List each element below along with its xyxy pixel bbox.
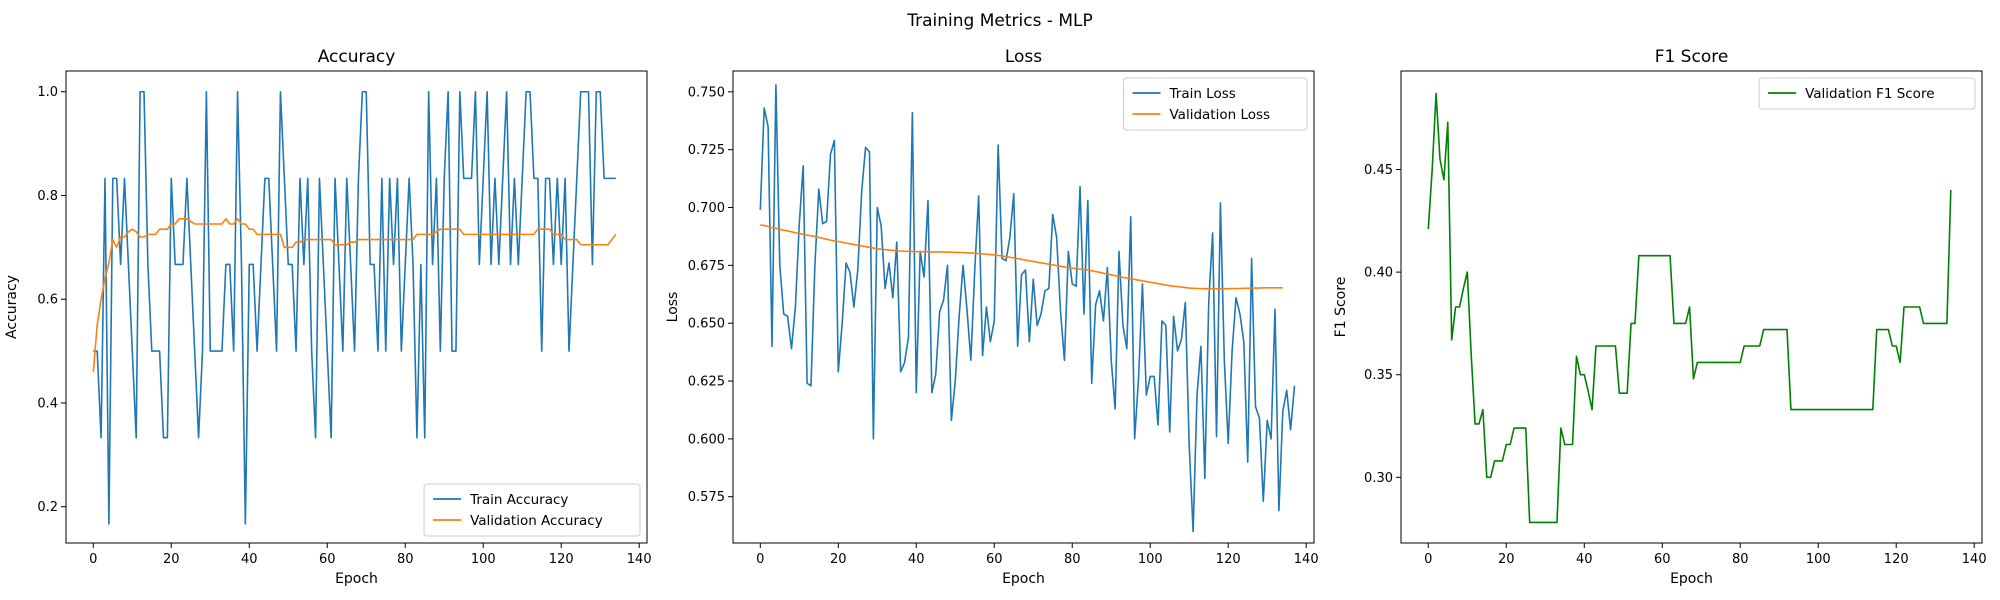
series-line-validation-f1-score <box>1427 92 1952 524</box>
x-axis-label: Epoch <box>1002 571 1045 587</box>
plot-title: F1 Score <box>1655 47 1729 67</box>
legend-box <box>1758 77 1976 110</box>
x-tick-label: 80 <box>1064 552 1081 567</box>
x-tick-label: 20 <box>830 552 847 567</box>
y-tick-label: 0.625 <box>688 375 725 390</box>
y-tick-label: 0.575 <box>688 490 725 505</box>
y-tick-label: 0.725 <box>688 143 725 158</box>
y-tick-label: 0.675 <box>688 259 725 274</box>
plot-title: Loss <box>1005 47 1042 67</box>
y-tick-label: 0.600 <box>688 432 725 447</box>
x-tick-label: 20 <box>1498 552 1515 567</box>
x-tick-label: 100 <box>1806 552 1831 567</box>
accuracy-panel: Accuracy 0 20 40 60 80 100 120 140 0.2 0.4 0.6 0.8 1.… <box>4 47 652 587</box>
x-tick-label: 60 <box>1654 552 1671 567</box>
y-tick-label: 0.2 <box>37 500 58 515</box>
legend-label: Train Accuracy <box>469 492 568 508</box>
legend-label: Validation F1 Score <box>1805 86 1934 102</box>
figure-title: Training Metrics - MLP <box>906 11 1093 31</box>
y-axis-label: Accuracy <box>4 275 20 339</box>
plot-frame <box>65 70 648 544</box>
legend: Validation F1 Score <box>1758 77 1976 110</box>
series-line-validation-loss <box>760 224 1283 290</box>
series-line-validation-accuracy <box>92 218 617 372</box>
y-tick-label: 0.4 <box>37 396 58 411</box>
legend: Train Accuracy Validation Accuracy <box>423 483 641 537</box>
x-tick-label: 120 <box>1884 552 1909 567</box>
series-line-train-loss <box>759 84 1296 533</box>
y-tick-label: 0.6 <box>37 293 58 308</box>
x-axis-label: Epoch <box>1670 571 1713 587</box>
legend-box <box>423 483 641 537</box>
f1-score-panel: F1 Score 0 20 40 60 80 100 120 140 0.30 0.35 0.40 0.… <box>1333 47 1987 587</box>
x-tick-label: 140 <box>627 552 652 567</box>
y-tick-label: 0.750 <box>688 85 725 100</box>
x-tick-label: 0 <box>89 552 97 567</box>
x-axis-label: Epoch <box>335 571 378 587</box>
x-tick-label: 80 <box>1732 552 1749 567</box>
y-tick-label: 0.700 <box>688 201 725 216</box>
legend-label: Train Loss <box>1169 86 1236 102</box>
legend-label: Validation Accuracy <box>470 513 603 529</box>
y-axis-label: Loss <box>665 292 681 323</box>
x-tick-label: 0 <box>756 552 764 567</box>
x-tick-label: 140 <box>1962 552 1987 567</box>
x-tick-label: 60 <box>986 552 1003 567</box>
y-tick-label: 0.8 <box>37 189 58 204</box>
y-tick-label: 0.40 <box>1364 266 1393 281</box>
x-tick-label: 120 <box>549 552 574 567</box>
legend-box <box>1123 77 1308 131</box>
x-tick-label: 80 <box>397 552 414 567</box>
x-tick-label: 0 <box>1424 552 1432 567</box>
y-tick-label: 0.30 <box>1364 471 1393 486</box>
x-tick-label: 120 <box>1216 552 1241 567</box>
plot-title: Accuracy <box>318 47 396 67</box>
y-tick-label: 0.35 <box>1364 368 1393 383</box>
legend: Train Loss Validation Loss <box>1123 77 1308 131</box>
y-tick-label: 0.650 <box>688 317 725 332</box>
x-tick-label: 40 <box>908 552 925 567</box>
x-tick-label: 40 <box>1576 552 1593 567</box>
plot-frame <box>1400 70 1983 544</box>
y-tick-label: 1.0 <box>37 85 58 100</box>
y-tick-label: 0.45 <box>1364 163 1393 178</box>
x-tick-label: 100 <box>1138 552 1163 567</box>
plot-frame <box>732 70 1315 544</box>
series-line-train-accuracy <box>93 90 616 525</box>
loss-panel: Loss 0 20 40 60 80 100 120 140 0.575 0.600 0.625 0.6… <box>665 47 1319 587</box>
x-tick-label: 60 <box>319 552 336 567</box>
y-axis-label: F1 Score <box>1333 277 1349 338</box>
x-tick-label: 140 <box>1294 552 1319 567</box>
x-tick-label: 100 <box>471 552 496 567</box>
x-tick-label: 40 <box>241 552 258 567</box>
legend-label: Validation Loss <box>1170 107 1271 123</box>
x-tick-label: 20 <box>163 552 180 567</box>
